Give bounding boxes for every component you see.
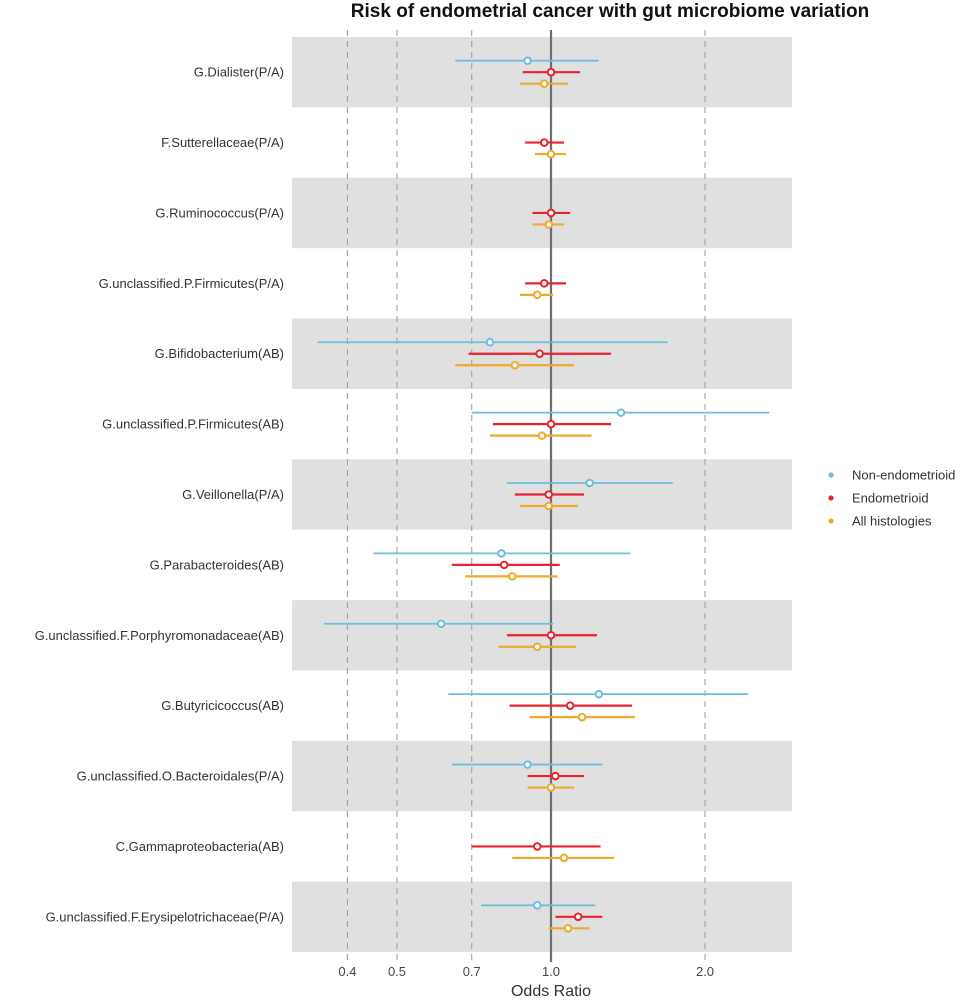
point-estimate [573, 912, 583, 922]
point-estimate [585, 478, 594, 488]
y-category-label: G.unclassified.P.Firmicutes(P/A) [99, 276, 284, 291]
x-tick-label: 0.5 [388, 964, 406, 979]
data-marks [317, 56, 770, 933]
point-estimate [546, 208, 556, 218]
point-estimate [616, 408, 626, 417]
y-category-label: G.Dialister(P/A) [194, 65, 284, 80]
legend: Non-endometrioid Endometrioid All histolog… [828, 468, 955, 529]
point-estimate [546, 630, 556, 640]
y-category-label: G.Bifidobacterium(AB) [155, 346, 284, 361]
point-estimate [546, 419, 556, 429]
y-category-label: G.Ruminococcus(P/A) [155, 205, 284, 220]
legend-swatch [828, 472, 834, 478]
y-category-label: G.Butyricicoccus(AB) [161, 698, 284, 713]
point-estimate [546, 783, 556, 792]
point-estimate [594, 689, 604, 699]
y-category-label: G.unclassified.F.Erysipelotrichaceae(P/A… [46, 909, 284, 924]
y-category-label: G.unclassified.P.Firmicutes(AB) [102, 417, 284, 432]
y-category-label: G.Veillonella(P/A) [182, 487, 284, 502]
x-tick-label: 1.0 [542, 964, 560, 979]
legend-label: All histologies [852, 514, 932, 529]
row-band [292, 881, 792, 952]
legend-swatch [828, 495, 834, 501]
point-estimate [544, 501, 554, 511]
legend-swatch [828, 518, 834, 524]
y-category-label: C.Gammaproteobacteria(AB) [116, 839, 284, 854]
point-estimate [546, 67, 556, 77]
point-estimate [510, 360, 520, 370]
x-tick-label: 0.7 [463, 964, 481, 979]
grid-lines [346, 30, 706, 962]
y-category-label: F.Sutterellaceae(P/A) [161, 135, 284, 150]
y-category-label: G.unclassified.O.Bacteroidales(P/A) [77, 769, 284, 784]
point-estimate [532, 290, 542, 300]
point-estimate [539, 138, 549, 147]
y-category-label: G.unclassified.F.Porphyromonadaceae(AB) [35, 628, 284, 643]
x-tick-label: 2.0 [696, 964, 714, 979]
y-category-label: G.Parabacteroides(AB) [150, 557, 284, 572]
x-tick-label: 0.4 [338, 964, 356, 979]
point-estimate [551, 771, 560, 781]
point-estimate [546, 149, 556, 159]
point-estimate [539, 79, 549, 88]
point-estimate [559, 853, 569, 863]
x-axis-title: Odds Ratio [511, 983, 591, 1000]
point-estimate [499, 560, 509, 570]
point-estimate [563, 924, 573, 933]
point-estimate [544, 490, 554, 499]
point-estimate [539, 279, 549, 288]
point-estimate [523, 56, 532, 65]
chart-title: Risk of endometrial cancer with gut micr… [351, 1, 869, 22]
legend-label: Non-endometrioid [852, 468, 955, 483]
x-axis-ticks: 0.4 0.5 0.7 1.0 2.0 [338, 964, 714, 979]
point-estimate [532, 842, 542, 851]
point-estimate [507, 572, 517, 581]
legend-label: Endometrioid [852, 491, 929, 506]
point-estimate [436, 619, 446, 629]
point-estimate [577, 712, 587, 722]
point-estimate [523, 760, 532, 769]
point-estimate [535, 349, 544, 359]
point-estimate [537, 431, 547, 440]
point-estimate [532, 901, 542, 910]
point-estimate [544, 220, 554, 229]
y-axis-labels: G.Dialister(P/A) F.Sutterellaceae(P/A) G.R… [35, 65, 284, 925]
point-estimate [565, 701, 575, 710]
point-estimate [532, 642, 542, 652]
point-estimate [497, 549, 506, 558]
point-estimate [485, 337, 495, 347]
